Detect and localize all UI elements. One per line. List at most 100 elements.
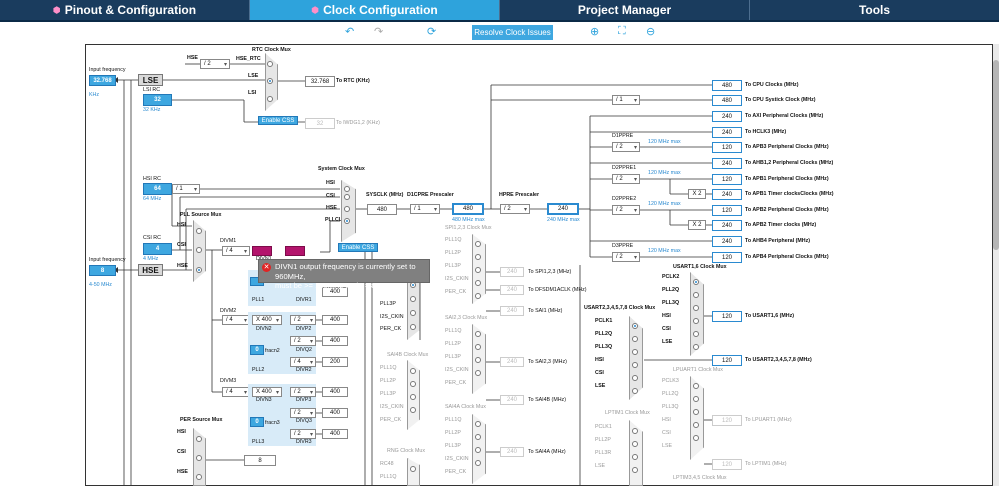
- sai4a-radio-2[interactable]: [475, 447, 481, 453]
- d2ppre2-select[interactable]: / 2: [612, 205, 640, 215]
- lse-frequency-input[interactable]: 32.768: [89, 75, 116, 86]
- usart16-value[interactable]: 120: [712, 311, 742, 322]
- sai23-radio-1[interactable]: [475, 344, 481, 350]
- pll-src-hsi-radio[interactable]: [196, 228, 202, 234]
- sai23-radio-3[interactable]: [475, 370, 481, 376]
- d1cpre-select[interactable]: / 1: [410, 204, 440, 214]
- sai23-radio-2[interactable]: [475, 357, 481, 363]
- hclk3-value[interactable]: 240: [712, 127, 742, 138]
- enable-css-lse-button[interactable]: Enable CSS: [258, 116, 298, 125]
- usart16-radio-5[interactable]: [693, 344, 699, 350]
- lptim1-radio-0[interactable]: [632, 428, 638, 434]
- redo-icon[interactable]: ↷: [374, 26, 384, 38]
- sysmux-hsi-radio[interactable]: [344, 186, 350, 192]
- usart2-radio-0[interactable]: [632, 323, 638, 329]
- zoom-in-icon[interactable]: ⊕: [590, 26, 600, 38]
- fracn3-value[interactable]: 0: [250, 417, 264, 427]
- apb2-clock-value[interactable]: 120: [712, 205, 742, 216]
- divp2-select[interactable]: / 2: [290, 315, 316, 325]
- sai23-radio-0[interactable]: [475, 331, 481, 337]
- sysclk-value[interactable]: 480: [367, 204, 397, 215]
- divn2-select[interactable]: X 400: [252, 315, 282, 325]
- usart2-radio-1[interactable]: [632, 336, 638, 342]
- divp1-error-field[interactable]: [285, 246, 305, 256]
- tab-project-manager[interactable]: Project Manager: [500, 0, 750, 20]
- sai4a-radio-1[interactable]: [475, 434, 481, 440]
- sai1-radio-1[interactable]: [410, 296, 416, 302]
- divq3-select[interactable]: / 2: [290, 408, 316, 418]
- systick-divider-select[interactable]: / 1: [612, 95, 640, 105]
- hpre-output-value[interactable]: 240: [547, 203, 579, 215]
- sai4a-radio-0[interactable]: [475, 421, 481, 427]
- cpu-systick-value[interactable]: 480: [712, 95, 742, 106]
- lpuart1-radio-3[interactable]: [693, 422, 699, 428]
- pll-src-hse-radio[interactable]: [196, 267, 202, 273]
- spi123-radio-2[interactable]: [475, 267, 481, 273]
- sai4b-radio-0[interactable]: [410, 368, 416, 374]
- sysmux-hse-radio[interactable]: [344, 206, 350, 212]
- usart16-radio-1[interactable]: [693, 292, 699, 298]
- enable-css-hse-button[interactable]: Enable CSS: [338, 243, 378, 252]
- rtc-hse-divider-select[interactable]: / 2: [200, 59, 230, 69]
- usart2-radio-2[interactable]: [632, 349, 638, 355]
- lpuart1-radio-2[interactable]: [693, 409, 699, 415]
- spi123-radio-0[interactable]: [475, 241, 481, 247]
- axi-clock-value[interactable]: 240: [712, 111, 742, 122]
- refresh-icon[interactable]: ⟳: [427, 26, 437, 38]
- lpuart1-radio-1[interactable]: [693, 396, 699, 402]
- sai1-radio-3[interactable]: [410, 324, 416, 330]
- divm2-select[interactable]: / 4: [222, 315, 250, 325]
- d1ppre-select[interactable]: / 2: [612, 142, 640, 152]
- vertical-scrollbar-thumb[interactable]: [993, 60, 999, 250]
- divr2-select[interactable]: / 4: [290, 357, 316, 367]
- ahb12-clock-value[interactable]: 240: [712, 158, 742, 169]
- sai1-radio-2[interactable]: [410, 310, 416, 316]
- usart2-radio-3[interactable]: [632, 362, 638, 368]
- undo-icon[interactable]: ↶: [345, 26, 355, 38]
- usart2-radio-5[interactable]: [632, 388, 638, 394]
- divp3-select[interactable]: / 2: [290, 387, 316, 397]
- vertical-scrollbar[interactable]: [993, 44, 999, 486]
- rng-radio-0[interactable]: [410, 466, 416, 472]
- lptim1-radio-3[interactable]: [632, 467, 638, 473]
- ahb4-clock-value[interactable]: 240: [712, 236, 742, 247]
- sysmux-pllclk-radio[interactable]: [344, 218, 350, 224]
- hse-frequency-input[interactable]: 8: [89, 265, 116, 276]
- zoom-out-icon[interactable]: ⊖: [646, 26, 656, 38]
- usart16-radio-4[interactable]: [693, 331, 699, 337]
- rtc-mux-lse-radio[interactable]: [267, 78, 273, 84]
- fracn2-value[interactable]: 0: [250, 345, 264, 355]
- usart16-radio-3[interactable]: [693, 318, 699, 324]
- apb1-timer-value[interactable]: 240: [712, 189, 742, 200]
- cpu-clock-value[interactable]: 480: [712, 80, 742, 91]
- apb3-clock-value[interactable]: 120: [712, 142, 742, 153]
- lptim1-radio-1[interactable]: [632, 441, 638, 447]
- sai4b-radio-2[interactable]: [410, 394, 416, 400]
- sai4a-radio-3[interactable]: [475, 460, 481, 466]
- d3ppre-select[interactable]: / 2: [612, 252, 640, 262]
- lptim1-radio-2[interactable]: [632, 454, 638, 460]
- usart2-radio-4[interactable]: [632, 375, 638, 381]
- hsi-divider-select[interactable]: / 1: [172, 184, 200, 194]
- d2ppre1-select[interactable]: / 2: [612, 174, 640, 184]
- usart2-value[interactable]: 120: [712, 355, 742, 366]
- divq2-select[interactable]: / 2: [290, 336, 316, 346]
- sai4b-radio-3[interactable]: [410, 407, 416, 413]
- apb2-timer-value[interactable]: 240: [712, 220, 742, 231]
- apb1-clock-value[interactable]: 120: [712, 174, 742, 185]
- lpuart1-radio-4[interactable]: [693, 435, 699, 441]
- divn1-error-field[interactable]: [252, 246, 272, 256]
- per-hse-radio[interactable]: [196, 474, 202, 480]
- hpre-select[interactable]: / 2: [500, 204, 530, 214]
- spi123-radio-4[interactable]: [475, 293, 481, 299]
- usart16-radio-0[interactable]: [693, 279, 699, 285]
- usart16-radio-2[interactable]: [693, 305, 699, 311]
- lpuart1-radio-0[interactable]: [693, 383, 699, 389]
- resolve-clock-issues-button[interactable]: Resolve Clock Issues: [472, 25, 553, 40]
- tab-clock-configuration[interactable]: ⬢ Clock Configuration: [250, 0, 500, 20]
- rtc-mux-hse-radio[interactable]: [267, 61, 273, 67]
- per-csi-radio[interactable]: [196, 455, 202, 461]
- divm1-select[interactable]: / 4: [222, 246, 250, 256]
- spi123-radio-3[interactable]: [475, 280, 481, 286]
- tab-pinout-configuration[interactable]: ⬢ Pinout & Configuration: [0, 0, 250, 20]
